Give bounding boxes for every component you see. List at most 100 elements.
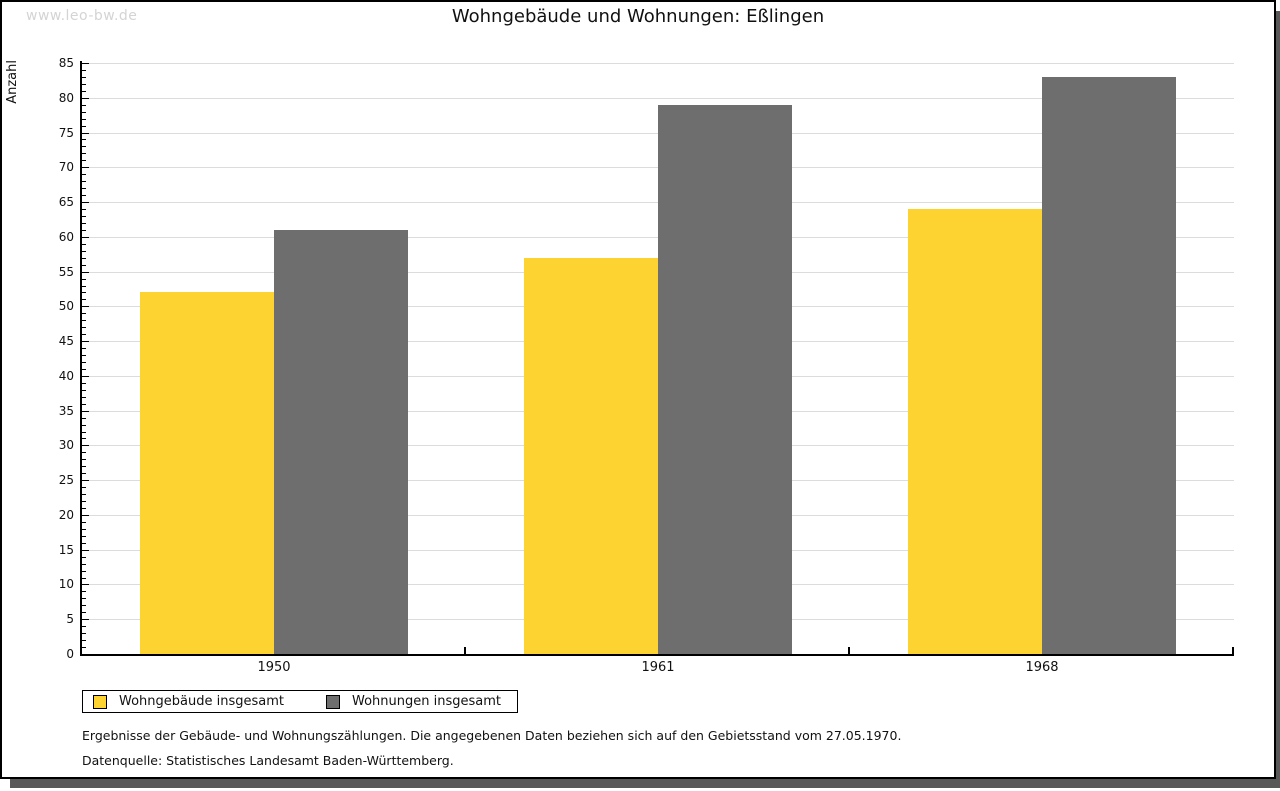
- y-minor-tick: [82, 431, 86, 433]
- y-minor-tick: [82, 292, 86, 294]
- x-boundary-tick: [1232, 647, 1234, 654]
- y-minor-tick: [82, 160, 86, 162]
- y-major-tick-40: [82, 375, 89, 377]
- bar-wohnungen-1961: [658, 104, 792, 654]
- y-minor-tick: [82, 348, 86, 350]
- y-axis-title: Anzahl: [5, 60, 20, 104]
- y-minor-tick: [82, 104, 86, 106]
- y-minor-tick: [82, 452, 86, 454]
- y-major-tick-45: [82, 341, 89, 343]
- y-minor-tick: [82, 222, 86, 224]
- y-minor-tick: [82, 334, 86, 336]
- legend-label: Wohngebäude insgesamt: [119, 694, 284, 709]
- y-minor-tick: [82, 487, 86, 489]
- y-minor-tick: [82, 355, 86, 357]
- y-tick-label: 45: [58, 334, 74, 349]
- y-tick-label: 80: [58, 90, 74, 105]
- y-minor-tick: [82, 209, 86, 211]
- plot-area: 0 5 10 15 20 25 30 35 40 45 50 55 60 65 70 75 80 85 1950 19…: [59, 56, 1234, 675]
- y-minor-tick: [82, 229, 86, 231]
- y-tick-label: 20: [58, 507, 74, 522]
- y-minor-tick: [82, 250, 86, 252]
- y-tick-label: 55: [58, 264, 74, 279]
- y-major-tick-60: [82, 236, 89, 238]
- y-minor-tick: [82, 264, 86, 266]
- y-major-tick-55: [82, 271, 89, 273]
- y-tick-label: 60: [58, 229, 74, 244]
- y-major-tick-50: [82, 306, 89, 308]
- y-tick-label: 35: [58, 403, 74, 418]
- y-major-tick-85: [82, 63, 89, 64]
- y-tick-label: 0: [66, 647, 74, 661]
- y-tick-label: 10: [58, 577, 74, 592]
- y-minor-tick: [82, 556, 86, 558]
- y-minor-tick: [82, 76, 86, 78]
- bar-wohngebaeude-1968: [908, 209, 1042, 654]
- y-minor-tick: [82, 528, 86, 530]
- y-minor-tick: [82, 494, 86, 496]
- watermark: www.leo-bw.de: [26, 8, 138, 24]
- y-minor-tick: [82, 424, 86, 426]
- y-major-tick-65: [82, 202, 89, 204]
- y-minor-tick: [82, 327, 86, 329]
- y-minor-tick: [82, 111, 86, 113]
- y-major-tick-70: [82, 167, 89, 169]
- y-minor-tick: [82, 195, 86, 197]
- y-minor-tick: [82, 647, 86, 649]
- y-minor-tick: [82, 118, 86, 120]
- y-tick-label: 65: [58, 195, 74, 210]
- y-minor-tick: [82, 174, 86, 176]
- y-minor-tick: [82, 243, 86, 245]
- y-minor-tick: [82, 508, 86, 509]
- bar-wohngebaeude-1961: [524, 257, 658, 654]
- y-minor-tick: [82, 90, 86, 92]
- y-minor-tick: [82, 640, 86, 642]
- y-minor-tick: [82, 382, 86, 384]
- bar-wohnungen-1968: [1042, 76, 1176, 654]
- y-minor-tick: [82, 466, 86, 468]
- y-minor-tick: [82, 417, 86, 419]
- bar-wohngebaeude-1950: [140, 292, 274, 654]
- y-tick-label: 5: [66, 612, 74, 627]
- y-minor-tick: [82, 605, 86, 607]
- y-minor-tick: [82, 188, 86, 190]
- y-minor-tick: [82, 299, 86, 301]
- chart-title: Wohngebäude und Wohnungen: Eßlingen: [451, 6, 825, 27]
- y-tick-label: 30: [58, 438, 74, 453]
- y-minor-tick: [82, 396, 86, 398]
- y-major-tick-75: [82, 132, 89, 134]
- y-minor-tick: [82, 563, 86, 565]
- legend: Wohngebäude insgesamt Wohnungen insgesamt: [82, 690, 518, 713]
- y-minor-tick: [82, 278, 86, 280]
- y-major-tick-15: [82, 549, 89, 551]
- y-major-tick-35: [82, 410, 89, 412]
- y-minor-tick: [82, 501, 86, 503]
- y-minor-tick: [82, 633, 86, 635]
- legend-item: Wohnungen insgesamt: [326, 694, 501, 709]
- gridline-y-80: [82, 97, 1234, 99]
- y-tick-label: 75: [58, 125, 74, 140]
- y-minor-tick: [82, 542, 86, 544]
- y-minor-tick: [82, 368, 86, 370]
- gridline-y-85: [82, 63, 1234, 64]
- y-major-tick-5: [82, 619, 89, 621]
- y-minor-tick: [82, 320, 86, 322]
- x-boundary-tick: [848, 647, 850, 654]
- y-tick-label: 25: [58, 473, 74, 488]
- y-minor-tick: [82, 285, 86, 287]
- y-major-tick-20: [82, 514, 89, 516]
- y-minor-tick: [82, 473, 86, 475]
- x-category-label: 1950: [257, 660, 291, 675]
- legend-item: Wohngebäude insgesamt: [93, 694, 284, 709]
- y-minor-tick: [82, 612, 86, 614]
- y-minor-tick: [82, 535, 86, 537]
- y-minor-tick: [82, 83, 86, 85]
- y-major-tick-30: [82, 445, 89, 447]
- y-minor-tick: [82, 125, 86, 127]
- y-minor-tick: [82, 389, 86, 391]
- x-category-label: 1968: [1025, 660, 1059, 675]
- legend-label: Wohnungen insgesamt: [352, 694, 501, 709]
- legend-swatch-yellow: [93, 694, 107, 709]
- y-minor-tick: [82, 69, 86, 71]
- y-tick-label: 15: [58, 542, 74, 557]
